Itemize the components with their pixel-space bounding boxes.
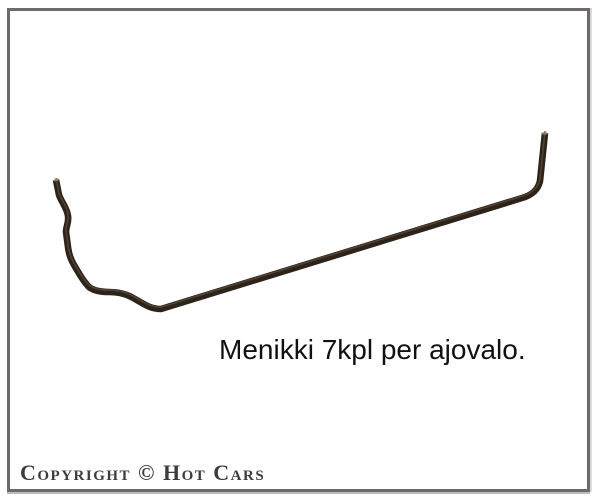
image-frame [7, 8, 590, 492]
wire-left-tip-cut [53, 178, 60, 182]
wire-highlight-path [55, 131, 546, 308]
wire-right-tip-cut [541, 132, 548, 135]
wire-path [52, 132, 549, 313]
caption-text: Menikki 7kpl per ajovalo. [219, 334, 526, 365]
copyright-text: Copyright © Hot Cars [20, 460, 266, 485]
